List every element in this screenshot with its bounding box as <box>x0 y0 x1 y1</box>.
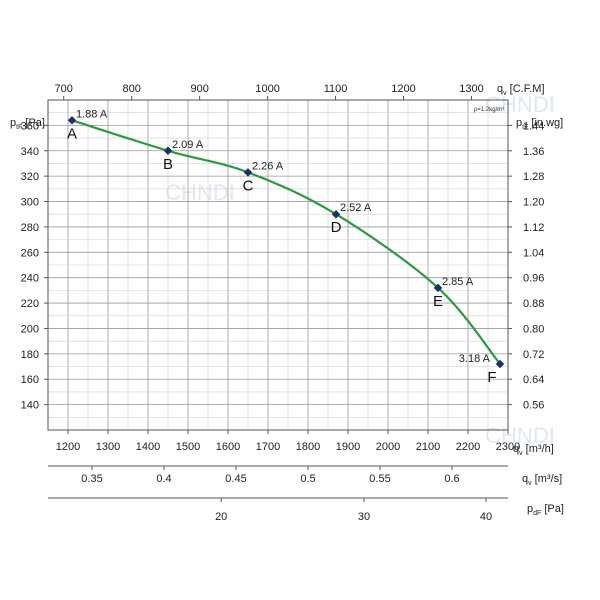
x-tick-label: 1400 <box>136 441 160 453</box>
right-tick-label: 1.12 <box>523 222 544 234</box>
operating-points: 1.88 A A 2.09 A B 2.26 A C 2.52 A D 2.85 A E 3.18 … <box>67 108 505 386</box>
right-tick-label: 0.80 <box>523 323 544 335</box>
curve-line <box>71 119 501 365</box>
y-tick-label: 140 <box>21 400 39 412</box>
point-marker <box>163 146 173 156</box>
current-label: 1.88 A <box>76 108 108 120</box>
y-tick-label: 280 <box>21 222 39 234</box>
top-axis-label: qv [C.F.M] <box>497 83 545 97</box>
point-letter: D <box>331 219 342 236</box>
x-tick-label: 1900 <box>336 441 360 453</box>
bottom-axis-2-label: 0.55 <box>369 473 390 485</box>
point-letter: E <box>433 293 443 310</box>
current-label: 3.18 A <box>459 353 491 365</box>
x-tick-label: 1700 <box>256 441 280 453</box>
y-tick-label: 220 <box>21 298 39 310</box>
watermarks: CHNDI CHNDI CHNDI <box>165 92 555 448</box>
air-density-note: ρ=1.2kg/m³ <box>474 107 504 113</box>
top-tick-label: 1300 <box>459 83 483 95</box>
bottom-axis-2-label: 0.5 <box>300 473 315 485</box>
x-tick-label: 2000 <box>376 441 400 453</box>
current-label: 2.52 A <box>340 202 372 214</box>
point-marker <box>331 209 341 219</box>
bottom-axis-3-label: 40 <box>480 511 492 523</box>
point-letter: F <box>487 369 496 386</box>
right-tick-label: 0.96 <box>523 273 544 285</box>
bottom-axis-2-label: 0.45 <box>225 473 246 485</box>
bottom-axis-2-label: 0.35 <box>81 473 102 485</box>
y-tick-label: 360 <box>21 120 39 132</box>
current-label: 2.26 A <box>252 160 284 172</box>
point-letter: A <box>67 125 77 142</box>
x-tick-label: 1500 <box>176 441 200 453</box>
x-tick-label: 2200 <box>456 441 480 453</box>
right-tick-label: 1.28 <box>523 171 544 183</box>
right-tick-label: 0.64 <box>523 374 544 386</box>
x-tick-label: 1800 <box>296 441 320 453</box>
right-tick-label: 1.04 <box>523 247 544 259</box>
top-tick-label: 900 <box>190 83 208 95</box>
axes: 140160180200220240260280300320340360ptF … <box>10 83 564 523</box>
point-letter: C <box>243 177 254 194</box>
x-tick-label: 2300 <box>496 441 520 453</box>
right-tick-label: 1.20 <box>523 197 544 209</box>
bottom-axis-2-label: 0.6 <box>444 473 459 485</box>
y-tick-label: 260 <box>21 247 39 259</box>
y-tick-label: 240 <box>21 273 39 285</box>
right-tick-label: 1.36 <box>523 146 544 158</box>
x-tick-label: 2100 <box>416 441 440 453</box>
grid <box>47 99 509 431</box>
point-marker <box>495 359 505 369</box>
y-tick-label: 200 <box>21 323 39 335</box>
top-tick-label: 1100 <box>324 83 348 95</box>
point-marker <box>67 116 77 125</box>
y-axis-label: ptF [Pa] <box>10 117 45 131</box>
top-tick-label: 1000 <box>255 83 279 95</box>
x-tick-label: 1200 <box>56 441 80 453</box>
y-tick-label: 320 <box>21 171 39 183</box>
bottom-axis-2-label: 0.4 <box>156 473 171 485</box>
top-tick-label: 700 <box>55 83 73 95</box>
y-tick-label: 300 <box>21 197 39 209</box>
x-axis-label: qv [m³/h] <box>513 443 554 457</box>
y-tick-label: 340 <box>21 146 39 158</box>
right-tick-label: 0.88 <box>523 298 544 310</box>
right-tick-label: 0.72 <box>523 349 544 361</box>
bottom-axis-2-title: qv [m³/s] <box>522 473 562 487</box>
bottom-axis-3-label: 30 <box>358 511 370 523</box>
watermark-text: CHNDI <box>485 92 555 117</box>
right-tick-label: 1.44 <box>523 120 544 132</box>
x-tick-label: 1300 <box>96 441 120 453</box>
top-tick-label: 1200 <box>391 83 415 95</box>
right-tick-label: 0.56 <box>523 400 544 412</box>
bottom-axis-3-title: pdF [Pa] <box>527 503 564 517</box>
performance-curve <box>71 119 501 365</box>
current-label: 2.09 A <box>172 139 204 151</box>
y-tick-label: 180 <box>21 349 39 361</box>
point-marker <box>433 283 443 293</box>
bottom-axis-3-label: 20 <box>215 511 227 523</box>
y-tick-label: 160 <box>21 374 39 386</box>
x-tick-label: 1600 <box>216 441 240 453</box>
watermark-text: CHNDI <box>165 180 235 205</box>
watermark-text: CHNDI <box>485 423 555 448</box>
point-marker <box>243 168 253 177</box>
current-label: 2.85 A <box>442 276 474 288</box>
top-tick-label: 800 <box>123 83 141 95</box>
right-axis-label: ptF [in.wg] <box>516 117 563 131</box>
point-letter: B <box>163 156 173 173</box>
